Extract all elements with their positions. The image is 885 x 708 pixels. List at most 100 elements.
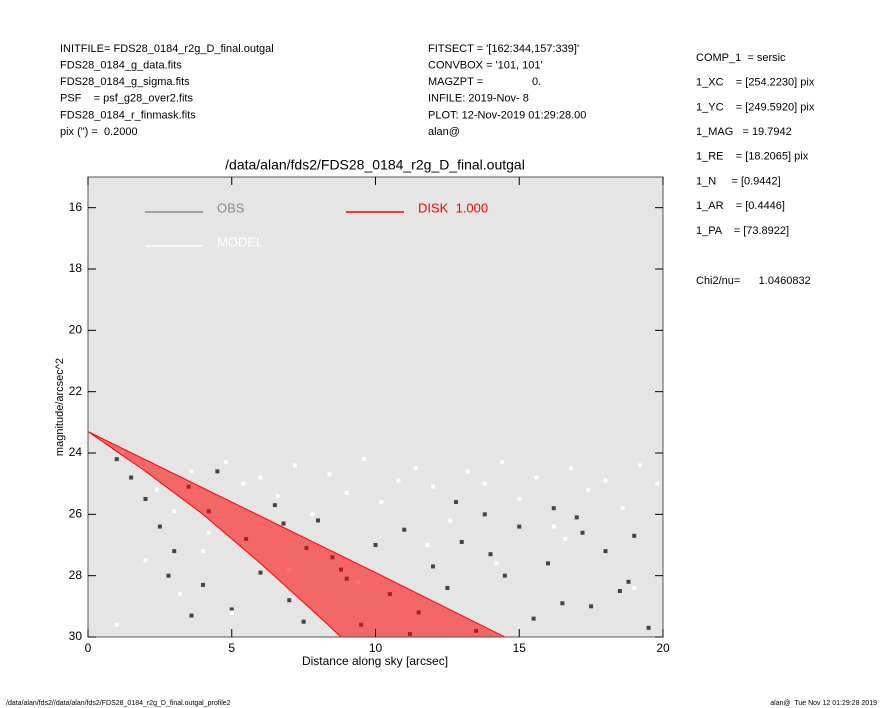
data-point xyxy=(431,564,435,569)
data-point xyxy=(617,589,622,593)
x-tick-label: 10 xyxy=(369,641,383,655)
data-point xyxy=(172,509,177,514)
parameter-line: 1_AR = [0.4446] xyxy=(696,200,785,212)
data-point xyxy=(482,512,487,517)
data-point xyxy=(560,601,565,606)
data-point xyxy=(143,558,148,563)
header-left-line: FDS28_0184_g_data.fits xyxy=(60,60,182,72)
data-point xyxy=(517,497,522,501)
data-point xyxy=(425,543,430,547)
footer-left: /data/alan/fds2//data/alan/fds2/FDS28_01… xyxy=(6,700,231,707)
data-point xyxy=(215,469,220,474)
header-left-line: INITFILE= FDS28_0184_r2g_D_final.outgal xyxy=(60,43,274,55)
data-point xyxy=(488,552,493,557)
data-point xyxy=(114,622,119,627)
data-point xyxy=(201,582,205,587)
data-point xyxy=(206,530,211,535)
y-tick-label: 28 xyxy=(69,568,83,582)
plot-background xyxy=(88,177,663,637)
legend-label: DISK 1.000 xyxy=(418,200,488,215)
data-point xyxy=(396,478,401,483)
parameter-line: 1_PA = [73.8922] xyxy=(696,225,789,237)
parameter-line: 1_YC = [249.5920] pix xyxy=(696,101,815,113)
disk-band xyxy=(88,431,506,637)
parameter-line: 1_XC = [254.2230] pix xyxy=(696,77,815,89)
data-point xyxy=(327,472,332,477)
data-point xyxy=(620,506,625,511)
data-point xyxy=(373,543,378,547)
data-point xyxy=(551,524,556,529)
chart-title: /data/alan/fds2/FDS28_0184_r2g_D_final.o… xyxy=(225,157,525,173)
data-point xyxy=(445,585,450,590)
data-point xyxy=(143,497,148,501)
data-point xyxy=(362,457,366,462)
data-point xyxy=(402,527,407,532)
data-point xyxy=(502,573,507,578)
data-point xyxy=(586,487,591,492)
data-point xyxy=(275,493,280,498)
data-point xyxy=(201,549,205,554)
data-point xyxy=(646,625,651,630)
data-point xyxy=(563,536,568,541)
plot-marks xyxy=(88,431,660,637)
data-point xyxy=(551,506,556,511)
data-point xyxy=(155,487,159,492)
header-left-line: FDS28_0184_r_finmask.fits xyxy=(60,109,196,121)
x-tick-label: 15 xyxy=(513,641,527,655)
data-point xyxy=(379,500,384,505)
data-point xyxy=(589,604,594,609)
y-tick-label: 30 xyxy=(69,629,83,643)
data-point xyxy=(129,475,134,480)
data-point xyxy=(546,561,550,566)
data-point xyxy=(482,481,487,486)
data-point xyxy=(281,521,286,526)
header-middle-line: PLOT: 12-Nov-2019 01:29:28.00 xyxy=(428,109,586,121)
parameter-line: 1_MAG = 19.7942 xyxy=(696,126,792,138)
x-axis-label: Distance along sky [arcsec] xyxy=(302,654,448,668)
data-point xyxy=(534,475,539,480)
legend-label: OBS xyxy=(217,200,245,215)
data-point xyxy=(603,478,608,483)
data-point xyxy=(287,598,292,603)
data-point xyxy=(137,466,142,471)
data-point xyxy=(531,616,536,621)
data-point xyxy=(655,481,660,486)
header-middle-line: INFILE: 2019-Nov- 8 xyxy=(428,93,529,105)
legend-label: MODEL xyxy=(217,234,263,249)
data-point xyxy=(293,463,297,468)
data-point xyxy=(454,500,458,505)
header-left-line: pix (") = 0.2000 xyxy=(60,126,138,138)
data-point xyxy=(448,518,453,523)
data-point xyxy=(258,475,263,480)
data-point xyxy=(301,619,306,624)
header-left-line: PSF = psf_g28_over2.fits xyxy=(60,93,193,105)
header-left-line: FDS28_0184_g_sigma.fits xyxy=(60,76,190,88)
x-tick-label: 5 xyxy=(228,641,235,655)
parameter-line: COMP_1 = sersic xyxy=(696,52,786,64)
header-middle-line: alan@ xyxy=(428,126,460,138)
x-tick-label: 20 xyxy=(656,641,670,655)
data-point xyxy=(603,549,608,554)
data-point xyxy=(500,460,504,465)
header-middle-line: CONVBOX = '101, 101' xyxy=(428,60,543,72)
data-point xyxy=(580,530,585,535)
data-point xyxy=(465,469,470,474)
data-point xyxy=(224,460,228,465)
y-tick-label: 22 xyxy=(69,384,83,398)
parameter-line: 1_N = [0.9442] xyxy=(696,175,781,187)
data-point xyxy=(241,481,246,486)
data-point xyxy=(229,607,234,612)
data-point xyxy=(189,613,194,618)
data-point xyxy=(632,533,637,538)
chi-square: Chi2/nu= 1.0460832 xyxy=(696,275,811,287)
data-point xyxy=(310,512,315,517)
y-tick-label: 26 xyxy=(69,507,83,521)
data-point xyxy=(626,579,631,584)
data-point xyxy=(517,524,522,529)
data-point xyxy=(413,466,418,471)
data-point xyxy=(638,463,642,468)
data-point xyxy=(189,469,194,474)
header-middle-line: FITSECT = '[162:344,157:339]' xyxy=(428,43,579,55)
data-point xyxy=(229,610,234,615)
parameter-line: 1_RE = [18.2065] pix xyxy=(696,151,809,163)
